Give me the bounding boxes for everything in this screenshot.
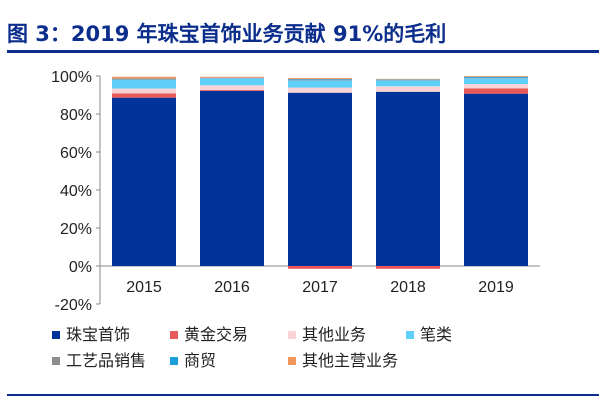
bar-segment <box>112 79 176 89</box>
bar-segment <box>376 80 440 87</box>
legend-item: 商贸 <box>170 352 216 370</box>
y-tick-label: 100% <box>51 69 92 86</box>
y-tick-label: 0% <box>69 259 92 276</box>
legend-label: 其他业务 <box>302 326 366 344</box>
bar-segment <box>200 91 264 266</box>
legend-label: 其他主营业务 <box>302 352 398 370</box>
bar-segment <box>376 79 440 81</box>
bar-segment <box>288 80 352 88</box>
bar-segment <box>112 76 176 79</box>
bar-segment <box>288 79 352 81</box>
bar-segment <box>288 79 352 80</box>
x-tick-label: 2015 <box>126 279 162 296</box>
legend-swatch <box>52 357 60 365</box>
y-tick-label: 80% <box>60 107 92 124</box>
bar-segment <box>112 93 176 98</box>
legend-swatch <box>406 331 414 339</box>
x-tick-label: 2016 <box>214 279 250 296</box>
bar-segment <box>464 83 528 89</box>
bar-segment <box>376 91 440 267</box>
legend-item: 笔类 <box>406 326 452 344</box>
bar-segment <box>464 77 528 79</box>
legend-label: 商贸 <box>184 352 216 370</box>
bar-segment <box>376 266 440 269</box>
bar-segment <box>200 78 264 86</box>
legend-item: 其他主营业务 <box>288 352 398 370</box>
bar-segment <box>464 76 528 77</box>
bar-segment <box>288 92 352 266</box>
bar-segment <box>288 266 352 269</box>
legend-item: 黄金交易 <box>170 326 248 344</box>
legend-label: 笔类 <box>420 326 452 344</box>
legend-item: 工艺品销售 <box>52 352 146 370</box>
legend-label: 珠宝首饰 <box>66 326 130 344</box>
x-tick-label: 2017 <box>302 279 338 296</box>
bar-segment <box>200 77 264 79</box>
bar-segment <box>112 78 176 80</box>
legend-label: 黄金交易 <box>184 326 248 344</box>
legend-swatch <box>170 331 178 339</box>
bar-segment <box>112 97 176 266</box>
x-tick-label: 2019 <box>478 279 514 296</box>
bar-segment <box>464 88 528 94</box>
legend-swatch <box>170 357 178 365</box>
bar-segment <box>200 85 264 91</box>
x-tick-label: 2018 <box>390 279 426 296</box>
legend-swatch <box>288 331 296 339</box>
bar-segment <box>288 78 352 80</box>
y-tick-label: 20% <box>60 221 92 238</box>
y-tick-label: -20% <box>55 297 92 314</box>
y-tick-label: 60% <box>60 145 92 162</box>
legend-swatch <box>52 331 60 339</box>
legend-item: 珠宝首饰 <box>52 326 130 344</box>
bar-segment <box>376 86 440 92</box>
bar-segment <box>464 93 528 266</box>
legend-label: 工艺品销售 <box>66 352 146 370</box>
bar-segment <box>288 87 352 93</box>
bar-segment <box>464 76 528 78</box>
legend-swatch <box>288 357 296 365</box>
bottom-rule <box>7 394 599 396</box>
bar-segment <box>200 90 264 92</box>
bar-segment <box>376 78 440 80</box>
chart-title: 图 3：2019 年珠宝首饰业务贡献 91%的毛利 <box>7 22 447 46</box>
bar-segment <box>200 76 264 78</box>
legend-item: 其他业务 <box>288 326 366 344</box>
title-rule <box>7 50 599 53</box>
bar-segment <box>112 88 176 94</box>
bar-segment <box>464 78 528 84</box>
y-tick-label: 40% <box>60 183 92 200</box>
